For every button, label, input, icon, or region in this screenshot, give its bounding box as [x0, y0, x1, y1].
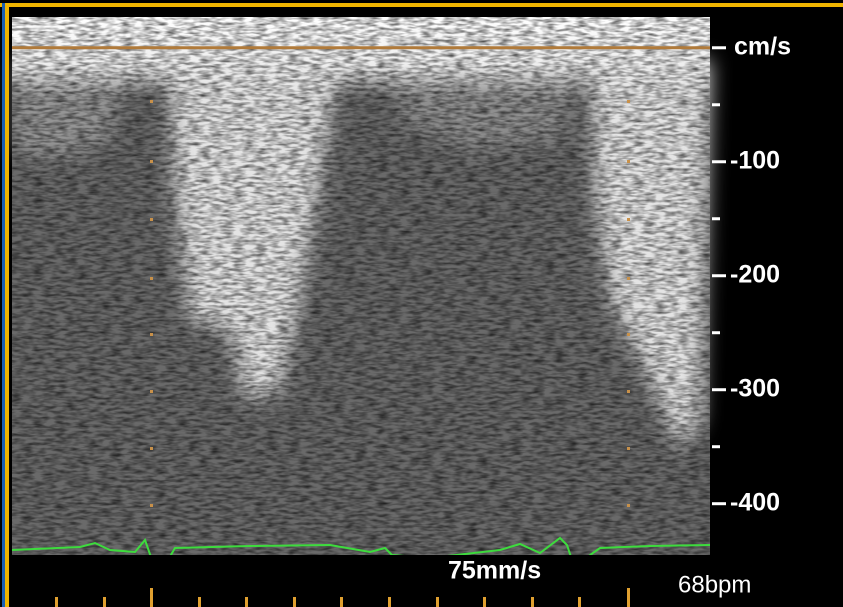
frame-left-blue	[2, 3, 5, 607]
tick-label: -300	[730, 374, 780, 402]
tick-label: -400	[730, 488, 780, 516]
heart-rate: 68bpm	[678, 571, 751, 598]
tick-label: -200	[730, 260, 780, 288]
unit-label: cm/s	[734, 32, 791, 60]
sweep-speed: 75mm/s	[448, 557, 541, 585]
tick-label: -100	[730, 146, 780, 174]
spectrogram	[12, 17, 710, 555]
time-ticks	[55, 588, 630, 607]
frame-top	[0, 3, 843, 7]
velocity-axis: cm/s -100 -200 -300 -400	[12, 32, 791, 516]
frame-left	[5, 3, 9, 607]
